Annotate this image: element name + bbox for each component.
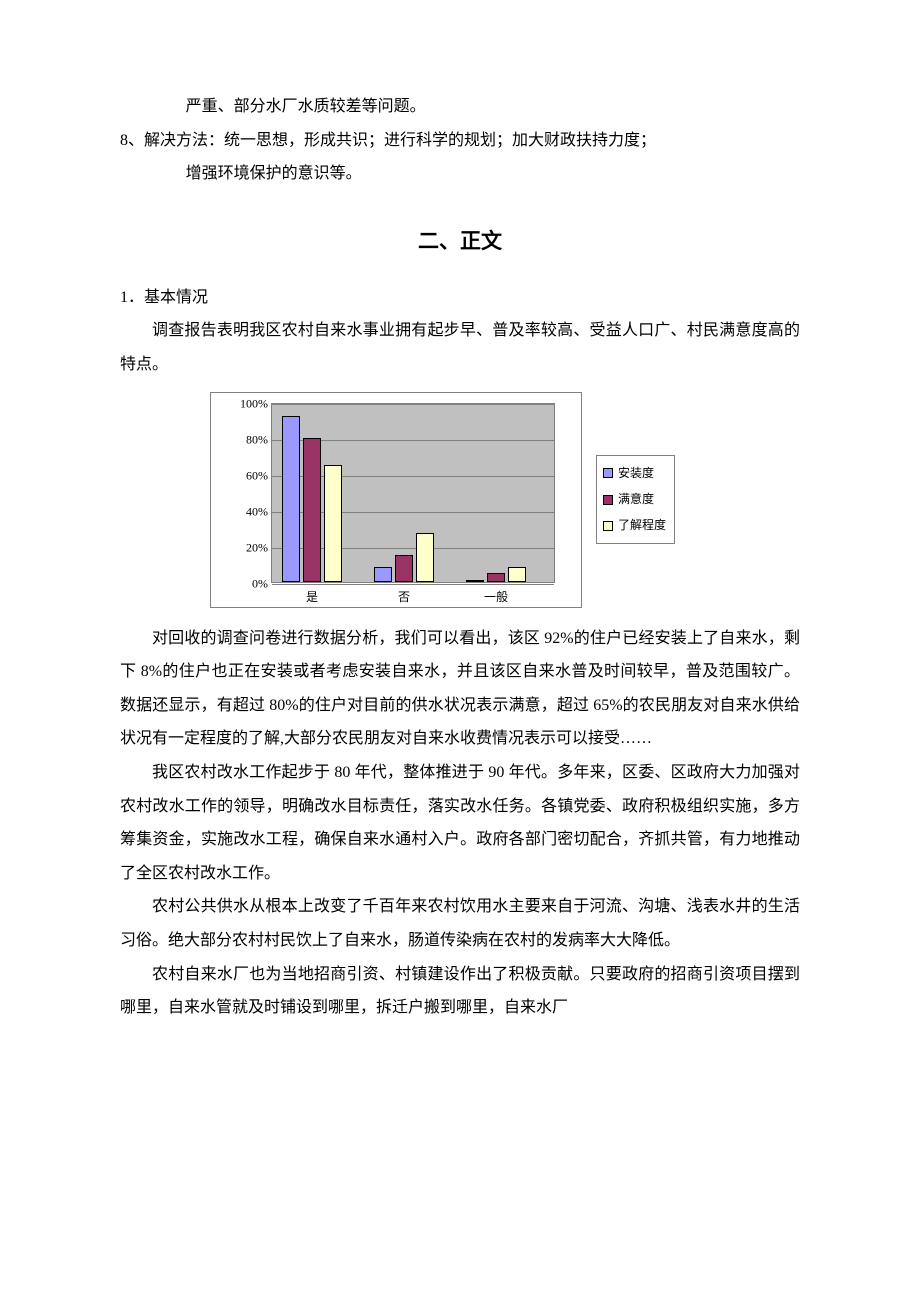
para-3: 我区农村改水工作起步于 80 年代，整体推进于 90 年代。多年来，区委、区政府…: [120, 756, 800, 890]
chart-bar: [303, 438, 321, 582]
chart-bar: [508, 567, 526, 581]
legend-swatch: [603, 468, 613, 478]
chart-ytick-label: 60%: [246, 463, 268, 488]
chart-box: 0% 20% 40% 60% 80% 100% 是 否 一般: [210, 392, 582, 608]
chart-bar: [487, 573, 505, 582]
para-2: 对回收的调查问卷进行数据分析，我们可以看出，该区 92%的住户已经安装上了自来水…: [120, 622, 800, 756]
legend-row: 满意度: [603, 487, 666, 512]
chart-ytick-label: 20%: [246, 535, 268, 560]
legend-label: 了解程度: [618, 513, 666, 538]
legend-swatch: [603, 495, 613, 505]
chart-xtick-label: 否: [398, 585, 410, 610]
para-4: 农村公共供水从根本上改变了千百年来农村饮用水主要来自于河流、沟塘、浅表水井的生活…: [120, 890, 800, 957]
chart-xtick-label: 一般: [484, 585, 508, 610]
chart-gridline: [272, 404, 554, 405]
intro-item8: 8、解决方法：统一思想，形成共识；进行科学的规划；加大财政扶持力度；: [120, 124, 800, 158]
chart-bar: [416, 533, 434, 582]
legend-row: 了解程度: [603, 513, 666, 538]
legend-swatch: [603, 521, 613, 531]
chart-ytick-label: 0%: [252, 571, 268, 596]
chart-xtick-label: 是: [306, 585, 318, 610]
para-5: 农村自来水厂也为当地招商引资、村镇建设作出了积极贡献。只要政府的招商引资项目摆到…: [120, 958, 800, 1025]
chart-legend: 安装度满意度了解程度: [596, 455, 675, 545]
chart-bar: [282, 416, 300, 582]
legend-label: 安装度: [618, 461, 654, 486]
chart-ytick-label: 40%: [246, 499, 268, 524]
chart-ytick-label: 100%: [240, 391, 268, 416]
chart-bar: [395, 555, 413, 582]
heading-basic-info: 1．基本情况: [120, 281, 800, 315]
legend-label: 满意度: [618, 487, 654, 512]
survey-bar-chart: 0% 20% 40% 60% 80% 100% 是 否 一般 安装度满意度了解程度: [210, 392, 800, 608]
chart-bar: [374, 567, 392, 581]
chart-bar: [466, 580, 484, 582]
intro-item7-cont: 严重、部分水厂水质较差等问题。: [186, 90, 800, 124]
chart-plot-area: 0%20%40%60%80%100%是否一般: [271, 403, 555, 583]
para-1: 调查报告表明我区农村自来水事业拥有起步早、普及率较高、受益人口广、村民满意度高的…: [120, 314, 800, 381]
intro-item8-cont: 增强环境保护的意识等。: [186, 157, 800, 191]
section-title: 二、正文: [120, 219, 800, 263]
chart-ytick-label: 80%: [246, 427, 268, 452]
legend-row: 安装度: [603, 461, 666, 486]
chart-bar: [324, 465, 342, 582]
